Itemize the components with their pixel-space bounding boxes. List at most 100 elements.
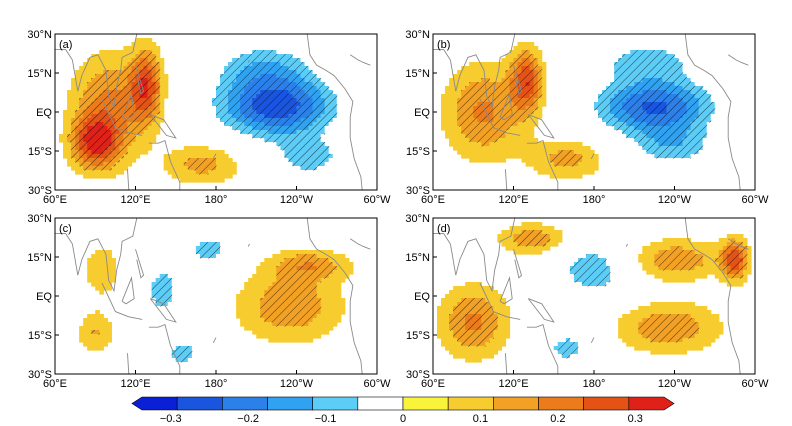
field-cell xyxy=(220,234,225,239)
field-cell xyxy=(280,150,286,155)
field-cell xyxy=(674,158,680,163)
field-cell xyxy=(99,286,104,291)
field-cell xyxy=(324,174,330,179)
field-cell xyxy=(328,126,334,131)
field-cell xyxy=(107,282,112,287)
field-cell xyxy=(698,150,704,155)
field-cell xyxy=(304,170,310,175)
field-cell xyxy=(718,90,724,95)
field-cell xyxy=(220,150,225,155)
field-cell xyxy=(718,114,724,119)
field-cell xyxy=(252,290,257,295)
field-cell xyxy=(83,170,88,175)
field-cell xyxy=(541,158,547,163)
field-cell xyxy=(449,82,454,87)
field-cell xyxy=(722,238,728,243)
field-cell xyxy=(328,282,334,287)
field-cell xyxy=(191,358,197,363)
lat-tick-label: EQ xyxy=(36,107,52,119)
field-cell xyxy=(722,102,728,107)
field-cell xyxy=(710,78,716,83)
field-cell xyxy=(465,82,470,87)
field-cell xyxy=(650,162,655,167)
field-cell xyxy=(453,138,458,143)
field-cell xyxy=(670,50,676,55)
field-cell xyxy=(248,294,253,299)
field-cell xyxy=(678,58,684,63)
field-cell xyxy=(594,246,599,251)
field-cell xyxy=(722,126,728,131)
field-cell xyxy=(228,158,233,163)
field-cell xyxy=(300,330,306,335)
field-cell xyxy=(602,254,607,259)
field-cell xyxy=(324,318,330,323)
field-cell xyxy=(224,58,229,63)
field-cell xyxy=(517,126,523,131)
field-cell xyxy=(163,314,169,319)
field-cell xyxy=(449,90,454,95)
field-cell xyxy=(569,278,575,283)
field-cell xyxy=(598,50,603,55)
field-cell xyxy=(654,250,660,255)
field-cell xyxy=(288,334,294,339)
field-cell xyxy=(240,138,245,143)
field-cell xyxy=(183,258,189,263)
field-cell xyxy=(453,114,458,119)
field-cell xyxy=(606,78,611,83)
field-cell xyxy=(541,70,547,75)
field-cell xyxy=(244,322,249,327)
field-cell xyxy=(602,70,607,75)
coastline xyxy=(212,337,217,344)
field-cell xyxy=(159,118,165,123)
field-cell xyxy=(332,262,338,267)
field-cell xyxy=(529,246,535,251)
field-cell xyxy=(320,70,326,75)
field-cell xyxy=(260,278,265,283)
field-cell xyxy=(650,46,655,51)
field-cell xyxy=(240,302,245,307)
field-cell xyxy=(598,82,603,87)
field-cell xyxy=(670,270,676,275)
field-cell xyxy=(260,266,265,271)
field-cell xyxy=(216,154,221,159)
field-cell xyxy=(336,290,342,295)
field-cell xyxy=(147,282,153,287)
field-cell xyxy=(602,242,607,247)
field-cell xyxy=(183,366,189,371)
field-cell xyxy=(521,126,527,131)
field-cell xyxy=(646,46,651,51)
field-cell xyxy=(453,146,458,151)
field-cell xyxy=(123,54,129,59)
field-cell xyxy=(171,154,177,159)
field-cell xyxy=(348,114,354,119)
field-cell xyxy=(453,78,458,83)
field-cell xyxy=(324,62,330,67)
field-cell xyxy=(211,178,217,183)
field-cell xyxy=(606,134,611,139)
field-cell xyxy=(561,170,567,175)
field-cell xyxy=(328,150,334,155)
field-cell xyxy=(525,46,531,51)
field-cell xyxy=(445,90,450,95)
field-cell xyxy=(87,66,92,71)
field-cell xyxy=(107,254,112,259)
field-cell xyxy=(123,166,129,171)
field-cell xyxy=(256,330,261,335)
field-cell xyxy=(662,242,668,247)
field-cell xyxy=(465,146,470,151)
field-cell xyxy=(272,330,277,335)
field-cell xyxy=(167,338,173,343)
field-cell xyxy=(308,58,314,63)
field-cell xyxy=(191,238,197,243)
field-cell xyxy=(702,158,708,163)
field-cell xyxy=(292,166,298,171)
field-cell xyxy=(316,70,322,75)
field-cell xyxy=(706,246,712,251)
field-cell xyxy=(187,146,193,151)
field-cell xyxy=(336,278,342,283)
field-cell xyxy=(304,334,310,339)
field-cell xyxy=(272,254,277,259)
field-cell xyxy=(159,98,165,103)
field-cell xyxy=(569,166,575,171)
